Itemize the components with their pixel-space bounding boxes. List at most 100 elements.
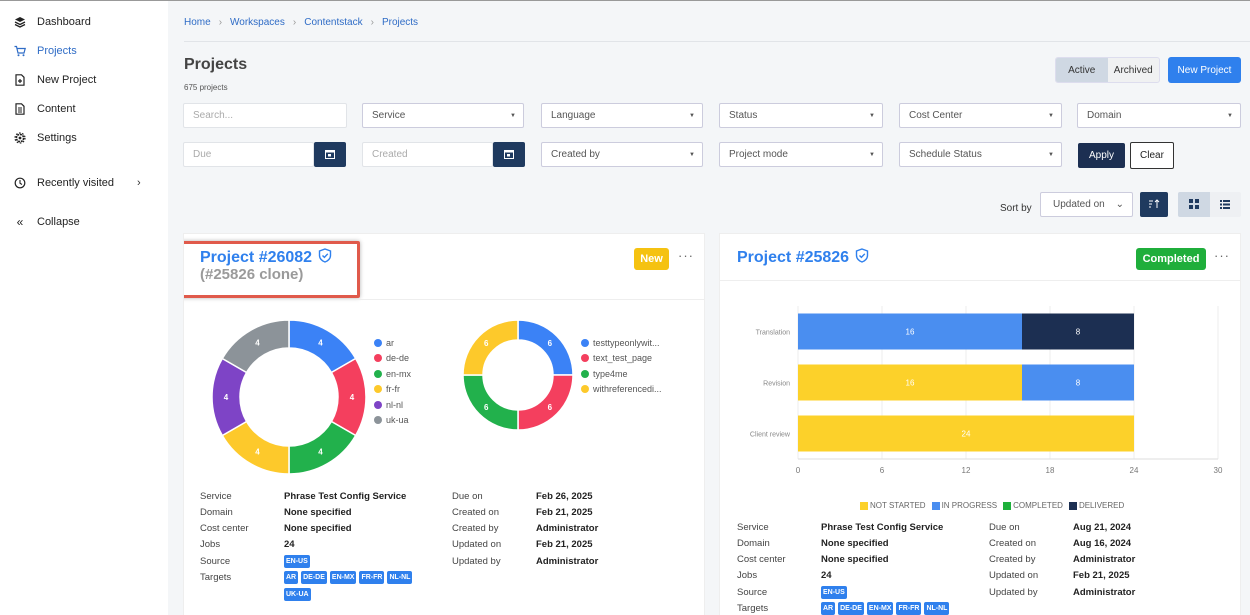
more-options-icon[interactable]: ··· [1214,248,1230,263]
project-title-link[interactable]: Project #26082 [200,248,332,268]
language-tag: FR-FR [896,601,922,615]
legend-item: text_test_page [581,351,662,367]
sidebar-item-dashboard[interactable]: Dashboard [0,11,168,33]
legend-item: ar [374,335,411,351]
sidebar-item-label: Collapse [37,216,80,228]
detail-row: Jobs 24 [200,536,295,552]
detail-key: Updated on [989,569,1039,581]
detail-row: Created by Administrator [989,551,1135,567]
sidebar-item-settings[interactable]: Settings [0,127,168,149]
bar-segment-not-started[interactable] [798,364,1022,401]
legend-label: testtypeonlywit... [593,337,660,348]
sort-ascending-icon [1148,198,1160,212]
sidebar: Dashboard Projects New Project Content S… [0,1,168,615]
service-select-label: Service [372,110,406,121]
grid-icon [1188,198,1199,212]
detail-row: Updated on Feb 21, 2025 [989,567,1130,583]
donut-slice-withreferencedi...[interactable] [462,319,519,376]
source-tags: EN-US [284,554,313,568]
detail-value: Aug 16, 2024 [1073,537,1132,549]
legend-swatch [1068,501,1077,510]
sidebar-item-new-project[interactable]: New Project [0,69,168,91]
grid-view-button[interactable] [1178,192,1210,217]
created-calendar-button[interactable] [493,142,525,167]
legend-swatch [581,338,589,347]
bar-value-label: 16 [906,328,915,337]
detail-key: Created by [452,522,499,534]
breadcrumb-contentstack[interactable]: Contentstack [304,17,363,28]
detail-key: Domain [200,506,233,518]
archived-toggle-button[interactable]: Archived [1113,64,1153,76]
service-select[interactable]: Service ▼ [362,103,524,128]
sort-label: Sort by [1000,203,1032,214]
new-project-button[interactable]: New Project [1168,57,1241,83]
legend-item: IN PROGRESS [931,501,997,510]
clear-button[interactable]: Clear [1130,142,1174,169]
y-category-label: Client review [750,432,791,439]
search-input[interactable]: Search... [183,103,347,128]
due-calendar-button[interactable] [314,142,346,167]
project-title-link[interactable]: Project #25826 [737,248,869,268]
detail-key: Targets [200,571,232,583]
detail-key: Source [737,586,768,598]
donut-slice-testtypeonlywit...[interactable] [517,319,574,376]
language-select[interactable]: Language ▼ [541,103,703,128]
legend-item: withreferencedi... [581,382,662,398]
target-tags: UK-UA [284,587,314,601]
chevron-right-icon: › [137,177,141,189]
list-view-button[interactable] [1210,192,1242,217]
bar-segment-delivered[interactable] [1022,313,1134,350]
detail-value: Administrator [536,555,599,567]
schedule-status-select[interactable]: Schedule Status ▼ [899,142,1062,167]
created-date-input[interactable]: Created [362,142,493,167]
active-toggle-button[interactable]: Active [1056,58,1108,82]
legend-swatch [374,416,382,425]
divider [184,41,1250,42]
detail-row: Service Phrase Test Config Service [200,488,406,504]
donut-slice-type4me[interactable] [462,374,519,431]
status-badge: New [634,248,669,270]
layers-icon [13,15,27,29]
detail-value: Phrase Test Config Service [821,521,944,533]
sidebar-item-projects[interactable]: Projects [0,40,168,62]
detail-key: Service [200,490,232,502]
calendar-icon [504,148,514,162]
cost-center-select[interactable]: Cost Center ▼ [899,103,1062,128]
donut-slice-text_test_page[interactable] [517,374,574,431]
detail-value: Feb 21, 2025 [536,506,593,518]
sidebar-collapse-button[interactable]: « Collapse [0,211,168,233]
slice-value-label: 4 [224,393,229,402]
status-select[interactable]: Status ▼ [719,103,883,128]
detail-key: Cost center [737,553,786,565]
schedule-status-select-label: Schedule Status [909,149,982,160]
breadcrumb-workspaces[interactable]: Workspaces [230,17,285,28]
detail-row: Cost center None specified [200,520,352,536]
donut-slice-uk-ua[interactable] [221,319,290,374]
project-mode-select[interactable]: Project mode ▼ [719,142,883,167]
breadcrumb-home[interactable]: Home [184,17,211,28]
legend-swatch [860,501,868,510]
chevron-down-icon: ⌄ [1115,199,1124,210]
workflow-stacked-bar-chart: 0 6 12 18 24 30 Translation 16 8 Revision 16 8 Clien… [750,306,1223,475]
project-card[interactable]: Project #25826 Completed ··· 0 6 12 18 24 30 T… [719,233,1241,615]
created-by-select[interactable]: Created by ▼ [541,142,703,167]
slice-value-label: 4 [350,393,355,402]
domain-select[interactable]: Domain ▼ [1077,103,1241,128]
apply-button[interactable]: Apply [1078,143,1125,168]
more-options-icon[interactable]: ··· [678,248,694,263]
bar-segment-in-progress[interactable] [798,313,1022,350]
sort-select[interactable]: Updated on ⌄ [1040,192,1133,217]
sort-direction-button[interactable] [1140,192,1168,217]
detail-row: Targets AR DE-DE EN-MX FR-FR NL-NL [200,569,413,585]
caret-down-icon: ▼ [1048,112,1054,119]
breadcrumb-projects[interactable]: Projects [381,17,419,28]
legend-swatch [374,400,382,409]
bar-segment-in-progress[interactable] [1022,364,1134,401]
bar-segment-not-started[interactable] [798,415,1134,452]
due-date-input[interactable]: Due [183,142,314,167]
detail-key: Targets [737,602,769,614]
sidebar-item-recently-visited[interactable]: Recently visited › [0,172,168,194]
sidebar-item-label: Settings [37,132,77,144]
sidebar-item-content[interactable]: Content [0,98,168,120]
